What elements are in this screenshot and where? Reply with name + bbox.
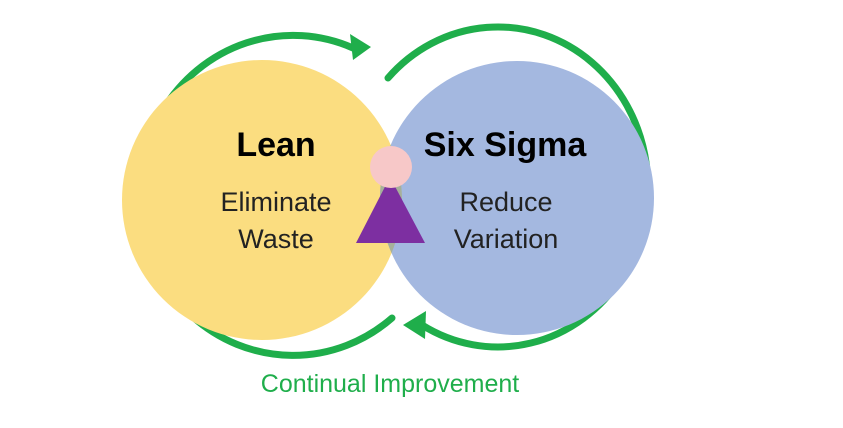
lean-circle <box>122 60 402 340</box>
lean-line-1: Eliminate <box>220 187 331 217</box>
six-sigma-title: Six Sigma <box>424 126 588 164</box>
six-sigma-line-1: Reduce <box>459 187 552 217</box>
person-icon <box>356 146 425 243</box>
person-head <box>370 146 412 188</box>
six-sigma-line-2: Variation <box>454 224 559 254</box>
six-sigma-circle <box>380 61 654 335</box>
continual-improvement-caption: Continual Improvement <box>261 370 520 398</box>
right-arrowhead-icon <box>403 311 426 339</box>
lean-title: Lean <box>236 126 315 164</box>
person-body <box>356 177 425 243</box>
lean-line-2: Waste <box>238 224 314 254</box>
left-arrowhead-icon <box>350 34 371 60</box>
